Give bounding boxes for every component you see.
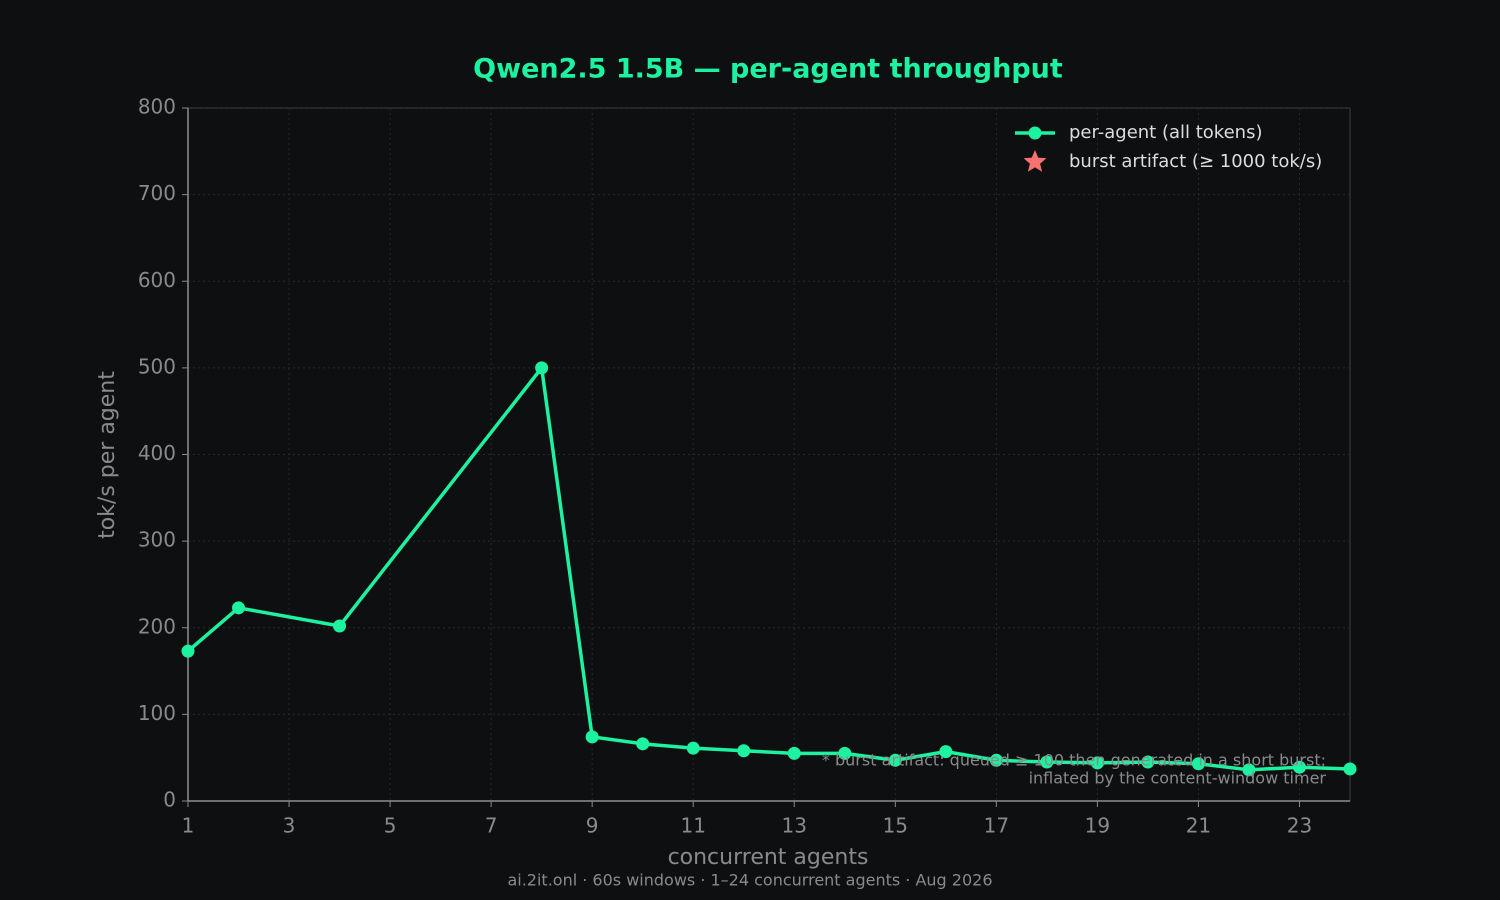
point: [181, 644, 195, 658]
point: [1343, 762, 1357, 776]
point: [1242, 763, 1256, 777]
x-tick-label: 21: [1186, 814, 1211, 838]
point: [585, 730, 599, 744]
point: [939, 745, 953, 759]
point: [1191, 757, 1205, 771]
point: [1090, 756, 1104, 770]
legend-label: burst artifact (≥ 1000 tok/s): [1069, 151, 1322, 172]
star-marker: [1023, 150, 1047, 172]
annotation: * burst artifact: queued ≥ 100 then gene…: [822, 751, 1326, 770]
y-tick-label: 100: [138, 701, 176, 725]
x-tick-label: 7: [485, 814, 498, 838]
x-tick-label: 1: [182, 814, 195, 838]
x-tick-label: 11: [680, 814, 705, 838]
chart-title: Qwen2.5 1.5B — per-agent throughput: [473, 54, 1063, 85]
point: [535, 361, 549, 375]
x-tick-label: 17: [984, 814, 1009, 838]
point: [1028, 126, 1042, 140]
x-tick-label: 19: [1085, 814, 1110, 838]
y-tick-label: 600: [138, 268, 176, 292]
point: [333, 619, 347, 633]
point: [686, 741, 700, 755]
y-tick-label: 0: [163, 788, 176, 812]
point: [1292, 760, 1306, 774]
y-tick-label: 500: [138, 354, 176, 378]
point: [737, 744, 751, 758]
point: [838, 746, 852, 760]
y-tick-label: 400: [138, 441, 176, 465]
x-tick-label: 9: [586, 814, 599, 838]
point: [888, 753, 902, 767]
x-tick-label: 5: [384, 814, 397, 838]
point: [636, 737, 650, 751]
x-axis-label: concurrent agents: [668, 845, 869, 870]
x-tick-label: 13: [782, 814, 807, 838]
y-tick-label: 200: [138, 614, 176, 638]
footer: ai.2it.onl · 60s windows · 1–24 concurre…: [507, 871, 992, 890]
annotation: inflated by the content-window timer: [1029, 769, 1327, 788]
point: [1141, 755, 1155, 769]
legend-label: per-agent (all tokens): [1069, 122, 1262, 143]
x-tick-label: 3: [283, 814, 296, 838]
y-tick-label: 800: [138, 95, 176, 119]
y-tick-label: 300: [138, 528, 176, 552]
y-tick-label: 700: [138, 181, 176, 205]
point: [787, 746, 801, 760]
point: [1040, 755, 1054, 769]
x-tick-label: 23: [1287, 814, 1312, 838]
series-line: [186, 366, 1351, 772]
x-tick-label: 15: [883, 814, 908, 838]
point: [232, 601, 246, 615]
point: [989, 753, 1003, 767]
y-axis-label: tok/s per agent: [95, 371, 120, 539]
